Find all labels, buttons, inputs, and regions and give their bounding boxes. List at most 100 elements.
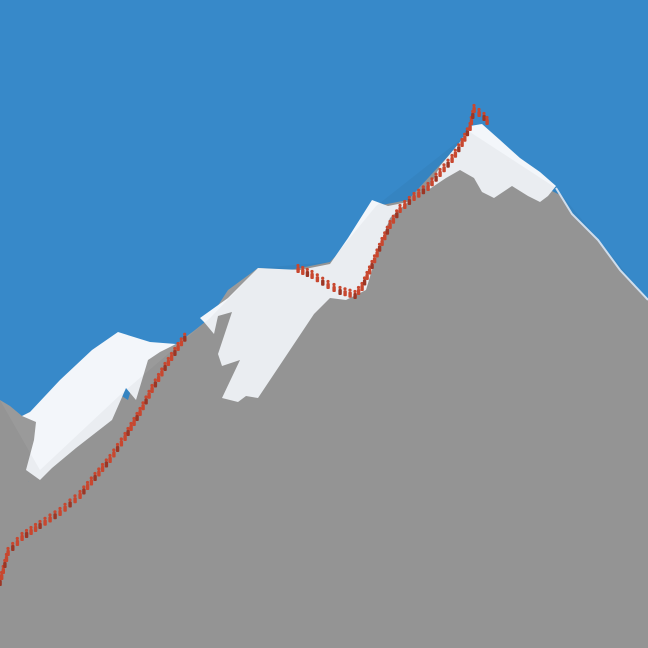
climber-head (372, 254, 377, 258)
climber (343, 290, 347, 297)
climber (388, 223, 392, 229)
climber (465, 130, 470, 137)
climber (471, 113, 475, 119)
climber-head (348, 288, 352, 292)
climber (326, 283, 330, 289)
climber (6, 550, 10, 556)
climber-head (403, 199, 407, 204)
climber (29, 529, 33, 535)
climber-head (58, 506, 62, 511)
climber-head (78, 489, 82, 494)
climber-head (301, 265, 305, 270)
climber-head (398, 203, 402, 208)
climber-head (100, 462, 105, 467)
climber (89, 479, 94, 486)
climber-head (173, 346, 177, 351)
climber (377, 245, 382, 252)
climber (38, 523, 42, 529)
climber (150, 387, 154, 393)
climber (0, 574, 4, 580)
climber (372, 257, 377, 264)
climber (375, 251, 379, 258)
climber (332, 286, 336, 292)
climber (365, 274, 369, 280)
climber-head (138, 406, 142, 411)
climber-head (147, 389, 151, 393)
climber (380, 240, 384, 246)
climber (360, 285, 364, 291)
climber-head (430, 177, 434, 181)
climber-head (73, 494, 77, 498)
climber (485, 119, 489, 125)
climber (24, 532, 29, 538)
climber-head (93, 471, 97, 476)
climber (367, 268, 372, 275)
climber-head (326, 279, 330, 284)
climber (97, 470, 101, 477)
climber (348, 291, 352, 298)
climber-head (460, 137, 464, 142)
climber-head (446, 158, 450, 162)
climber-head (166, 356, 170, 361)
snow-cap-summit (428, 124, 556, 202)
climber (160, 370, 164, 377)
climber (434, 175, 438, 182)
climber-head (82, 485, 86, 489)
climber (129, 425, 133, 431)
climber (63, 505, 67, 512)
climber (362, 279, 367, 286)
climber (156, 376, 161, 382)
climber-head (426, 181, 430, 186)
climber-head (457, 143, 461, 147)
climber (426, 185, 430, 191)
climber-head (321, 276, 325, 280)
climber (353, 293, 357, 299)
climber-head (115, 442, 120, 447)
climber-head (377, 242, 382, 246)
climber (442, 166, 446, 173)
climber (315, 276, 320, 283)
climber-head (485, 115, 489, 120)
climber (412, 195, 416, 201)
climber (3, 562, 7, 568)
climber-head (296, 263, 300, 268)
climber-head (380, 236, 384, 241)
climber (482, 115, 486, 121)
climber (43, 519, 47, 526)
climber-head (104, 458, 108, 462)
climber (144, 398, 148, 405)
climber-head (412, 191, 416, 196)
climber (68, 501, 72, 508)
climber-head (183, 332, 187, 336)
climber (58, 510, 62, 516)
climber (338, 289, 342, 295)
climber-head (97, 467, 101, 471)
climber (135, 415, 139, 421)
climber-head (417, 188, 421, 192)
climber (115, 446, 120, 452)
climber (430, 180, 434, 187)
climber-head (385, 225, 389, 229)
climber (446, 161, 450, 168)
climber-head (15, 536, 19, 541)
climber-head (135, 411, 139, 416)
climber (48, 516, 52, 523)
climber-head (160, 367, 164, 371)
climber-head (20, 531, 24, 536)
climber (163, 365, 167, 371)
climber (403, 203, 407, 209)
snow-cap-middle (200, 200, 408, 402)
climber (132, 420, 136, 426)
climber (0, 580, 2, 586)
climber (100, 466, 105, 472)
climber-head (24, 528, 29, 533)
climber (417, 191, 421, 198)
ridge-outline (555, 187, 648, 301)
climber-head (356, 285, 361, 290)
climber-head (6, 546, 10, 551)
climber-head (119, 437, 123, 441)
climber-head (126, 426, 130, 431)
climber-head (43, 516, 47, 520)
climber (179, 340, 184, 347)
climber (453, 151, 458, 158)
